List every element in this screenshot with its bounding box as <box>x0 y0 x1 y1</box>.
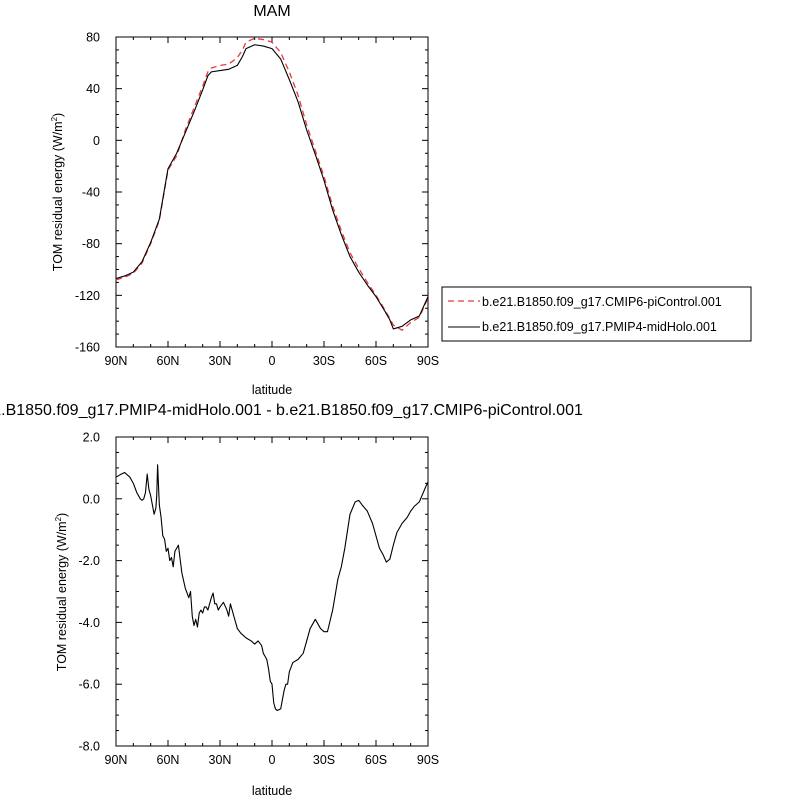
top-x-tick-label: 30N <box>209 354 232 368</box>
top-chart: MAM 90N 60N 30N 0 30S 60S 90S 80 40 0 -40 -80 -120 -1… <box>50 3 752 397</box>
legend-label-midholo: b.e21.B1850.f09_g17.PMIP4-midHolo.001 <box>482 320 717 334</box>
top-series-line-1 <box>115 44 429 330</box>
bottom-chart: b.e21.B1850.f09_g17.PMIP4-midHolo.001 - … <box>0 402 583 798</box>
bottom-y-tick-label: -2.0 <box>78 554 100 568</box>
legend: b.e21.B1850.f09_g17.CMIP6-piControl.001 … <box>441 286 752 342</box>
bottom-plot-frame <box>115 436 429 747</box>
bottom-x-tick-label: 90S <box>417 753 439 767</box>
bottom-y-tick-label: 0.0 <box>83 492 100 506</box>
bottom-x-tick-label: 60S <box>365 753 387 767</box>
bottom-x-tick-label: 30S <box>313 753 335 767</box>
bottom-x-tick-label: 0 <box>269 753 276 767</box>
top-series-line-0 <box>115 37 429 331</box>
legend-label-picontrol: b.e21.B1850.f09_g17.CMIP6-piControl.001 <box>482 295 722 309</box>
top-x-tick-label: 60N <box>157 354 180 368</box>
top-y-tick-label: -80 <box>82 237 100 251</box>
top-x-axis-label: latitude <box>252 383 292 397</box>
top-y-tick-label: -160 <box>75 341 100 355</box>
bottom-y-axis-label: TOM residual energy (W/m2) <box>54 513 69 671</box>
top-x-tick-label: 0 <box>269 354 276 368</box>
top-x-tick-label: 90N <box>105 354 128 368</box>
top-x-tick-label: 90S <box>417 354 439 368</box>
top-plot-frame <box>115 36 429 348</box>
top-chart-title: MAM <box>253 3 290 20</box>
bottom-chart-series <box>115 464 429 712</box>
bottom-y-tick-label: -4.0 <box>78 616 100 630</box>
bottom-y-tick-label: -8.0 <box>78 740 100 754</box>
bottom-x-axis-label: latitude <box>252 784 292 798</box>
top-x-tick-label: 30S <box>313 354 335 368</box>
top-y-tick-label: -40 <box>82 186 100 200</box>
top-y-tick-label: 40 <box>86 82 100 96</box>
bottom-chart-ticks: 90N 60N 30N 0 30S 60S 90S 2.0 0.0 -2.0 -4.0 -6.0 -8.… <box>78 431 439 768</box>
bottom-y-tick-label: 2.0 <box>83 431 100 445</box>
top-y-tick-label: 0 <box>93 134 100 148</box>
top-chart-ticks: 90N 60N 30N 0 30S 60S 90S 80 40 0 -40 -80 -120 -160 <box>75 31 439 369</box>
top-chart-series <box>115 37 429 331</box>
bottom-x-tick-label: 60N <box>157 753 180 767</box>
bottom-chart-title: b.e21.B1850.f09_g17.PMIP4-midHolo.001 - … <box>0 402 583 419</box>
top-x-tick-label: 60S <box>365 354 387 368</box>
top-y-tick-label: -120 <box>75 289 100 303</box>
bottom-y-tick-label: -6.0 <box>78 678 100 692</box>
legend-box <box>441 286 752 342</box>
bottom-x-tick-label: 90N <box>105 753 128 767</box>
bottom-series-line-0 <box>115 464 429 712</box>
top-y-tick-label: 80 <box>86 31 100 45</box>
bottom-x-tick-label: 30N <box>209 753 232 767</box>
top-y-axis-label: TOM residual energy (W/m2) <box>50 113 65 271</box>
